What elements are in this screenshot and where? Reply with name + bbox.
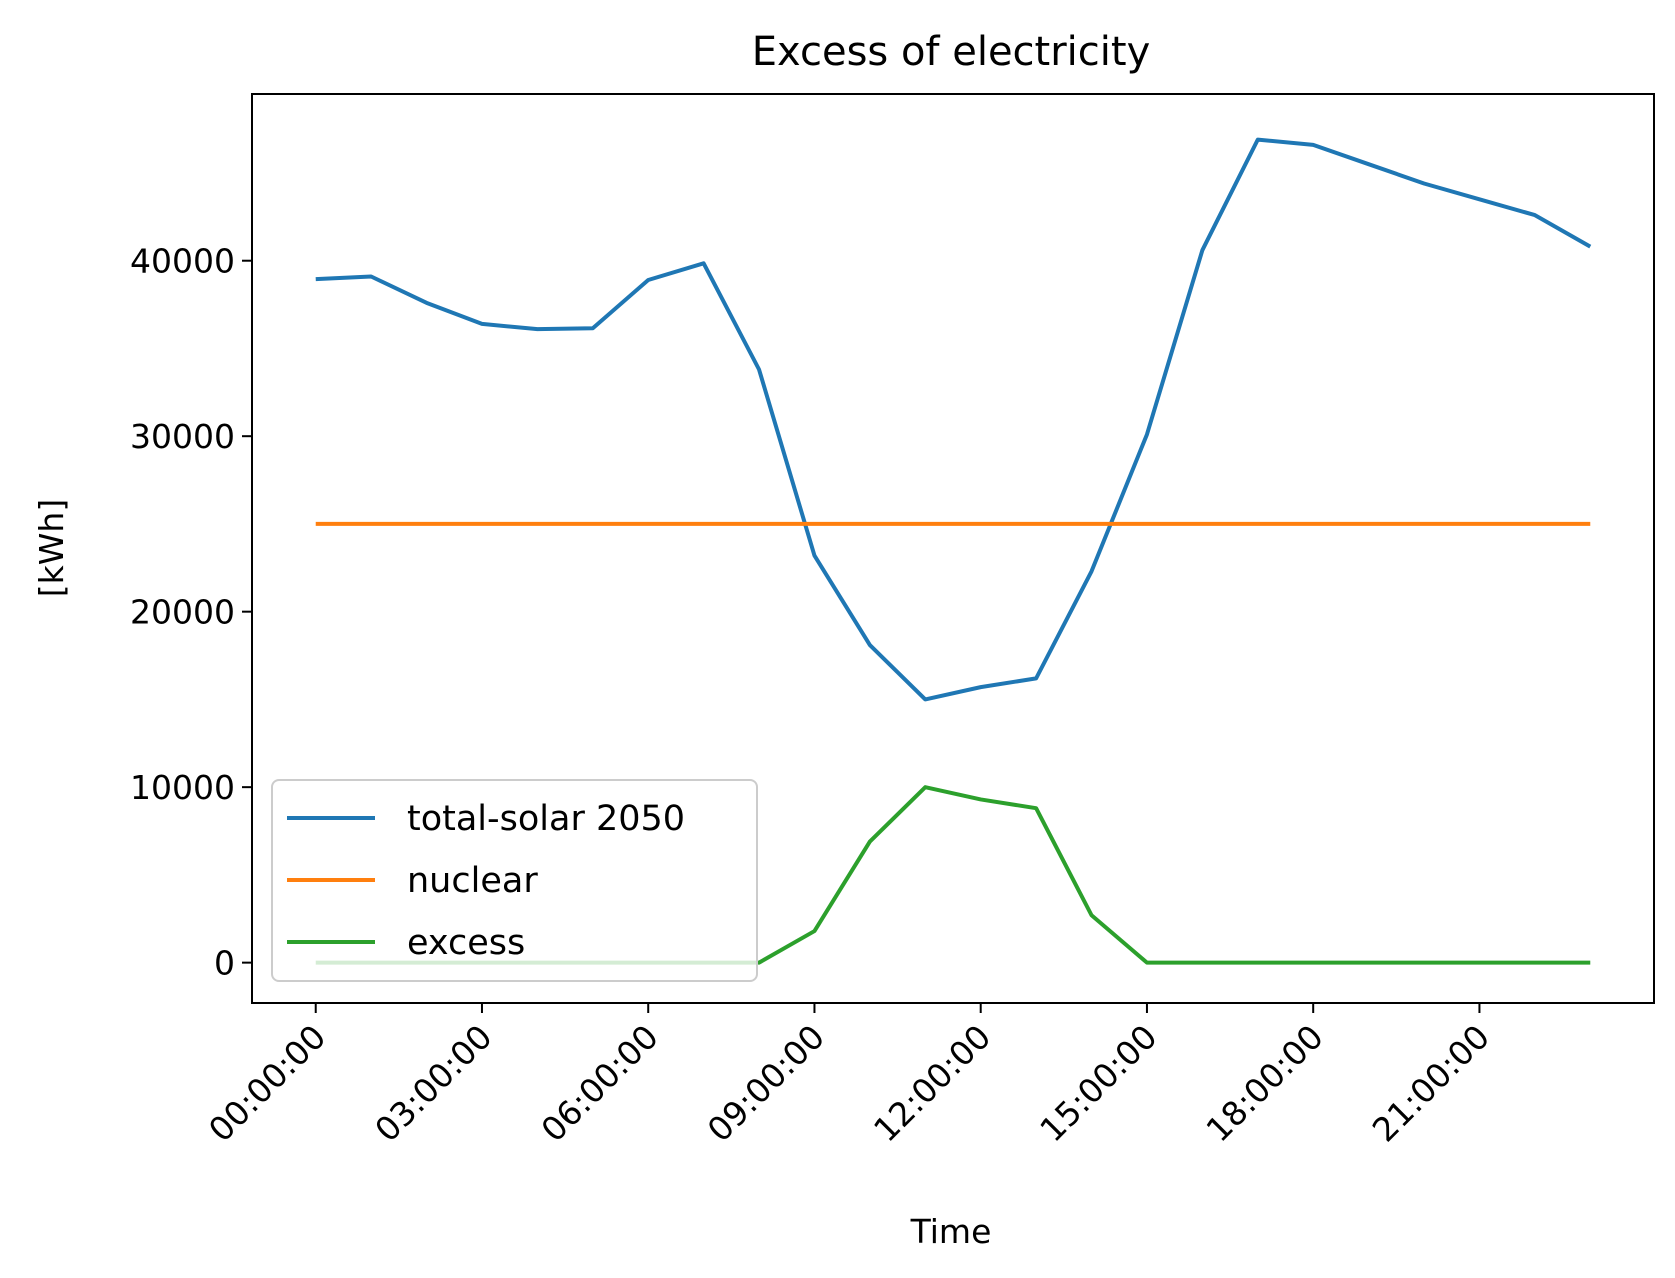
y-tick-label: 10000 [130,768,235,807]
x-axis-ticks: 00:00:00 03:00:00 06:00:00 09:00:00 12:00:00… [201,1003,1497,1149]
x-tick-label: 03:00:00 [367,1017,499,1149]
x-tick-label: 18:00:00 [1198,1017,1330,1149]
x-tick-label: 06:00:00 [533,1017,665,1149]
chart-title: Excess of electricity [752,29,1151,75]
x-tick-label: 15:00:00 [1032,1017,1164,1149]
y-axis-label: [kWh] [32,499,71,597]
y-tick-label: 30000 [130,417,235,456]
x-tick-label: 12:00:00 [866,1017,998,1149]
legend: total-solar 2050 nuclear excess [271,779,758,982]
y-axis-ticks: 0 10000 20000 30000 40000 [130,242,252,983]
x-tick-label: 21:00:00 [1365,1017,1497,1149]
y-tick-label: 20000 [130,593,235,632]
legend-label-excess: excess [407,923,525,963]
x-tick-label: 09:00:00 [700,1017,832,1149]
series-line-total-solar-2050 [315,137,1592,702]
legend-box [271,779,758,982]
x-tick-label: 00:00:00 [201,1017,333,1149]
legend-label-total-solar-2050: total-solar 2050 [407,799,685,839]
x-axis-label: Time [910,1212,992,1251]
legend-label-nuclear: nuclear [407,861,538,901]
y-tick-label: 0 [214,944,235,983]
y-tick-label: 40000 [130,242,235,281]
plot-area-frame [251,93,1655,1004]
